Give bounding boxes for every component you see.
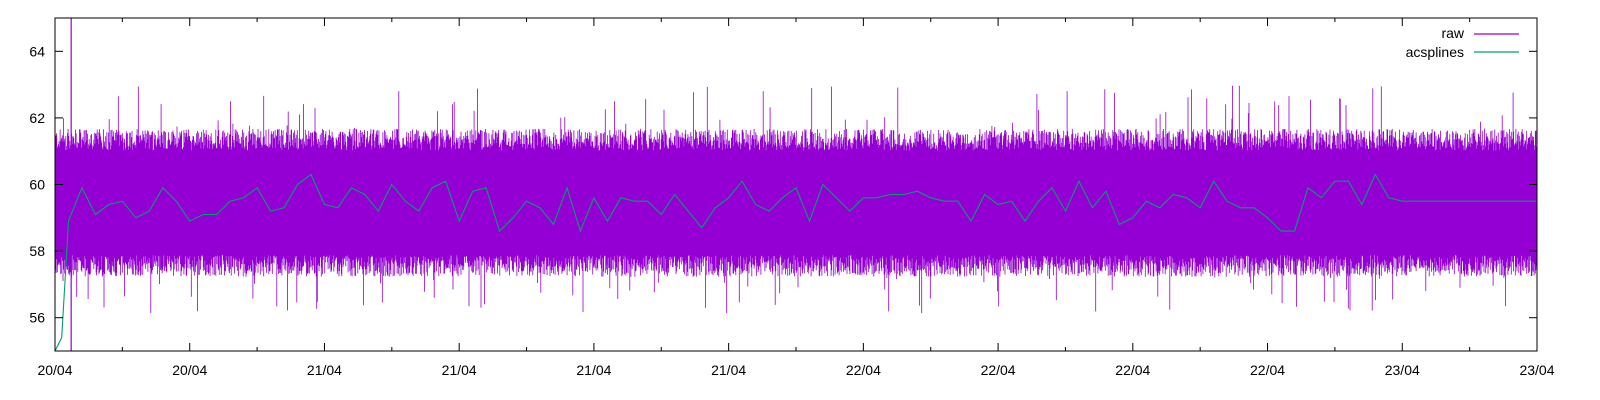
raw-line bbox=[55, 85, 1537, 314]
acsplines-series bbox=[55, 173, 1537, 351]
x-tick-label: 20/04 bbox=[37, 362, 72, 378]
x-tick-label: 20/04 bbox=[172, 362, 207, 378]
x-tick-label: 22/04 bbox=[981, 362, 1016, 378]
legend-label-raw: raw bbox=[1441, 25, 1464, 41]
x-tick-label: 21/04 bbox=[442, 362, 477, 378]
x-tick-label: 21/04 bbox=[711, 362, 746, 378]
legend: raw acsplines bbox=[1406, 25, 1519, 60]
axis-ticks: 56 58 60 62 64 20/04 20/04 21/04 21/04 21/04 21/04… bbox=[29, 18, 1555, 378]
x-tick-label: 21/04 bbox=[307, 362, 342, 378]
x-tick-label: 22/04 bbox=[1250, 362, 1285, 378]
x-tick-label: 23/04 bbox=[1519, 362, 1554, 378]
x-tick-label: 23/04 bbox=[1385, 362, 1420, 378]
y-tick-label: 56 bbox=[29, 310, 45, 326]
x-tick-label: 21/04 bbox=[576, 362, 611, 378]
acsplines-line bbox=[55, 173, 1537, 351]
legend-label-acsplines: acsplines bbox=[1406, 44, 1464, 60]
y-tick-label: 58 bbox=[29, 243, 45, 259]
raw-series bbox=[55, 18, 1537, 351]
x-tick-label: 22/04 bbox=[1115, 362, 1150, 378]
y-tick-label: 60 bbox=[29, 177, 45, 193]
y-tick-label: 62 bbox=[29, 110, 45, 126]
y-tick-label: 64 bbox=[29, 43, 45, 59]
x-tick-label: 22/04 bbox=[846, 362, 881, 378]
